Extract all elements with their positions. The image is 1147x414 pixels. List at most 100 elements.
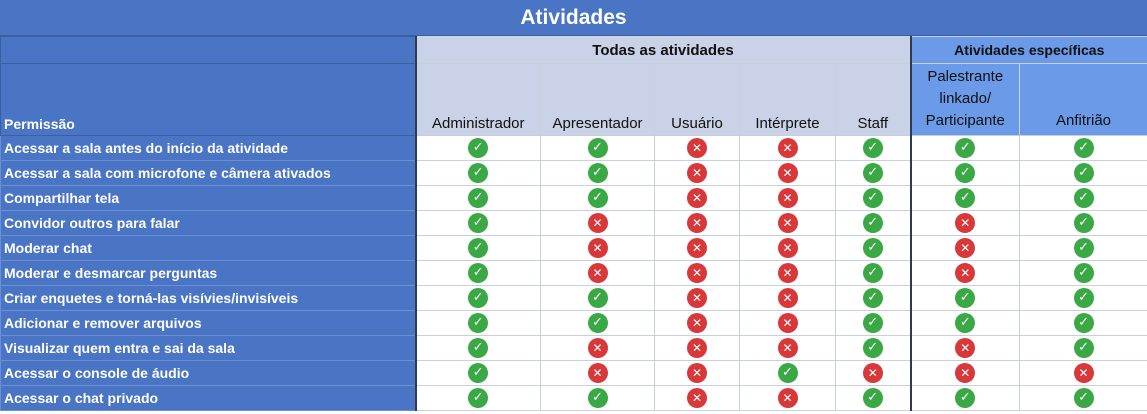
cell-palestrante: ✓ bbox=[909, 160, 1021, 186]
col-administrador: Administrador bbox=[414, 63, 541, 136]
x-circle-icon: ✕ bbox=[777, 138, 798, 158]
x-circle-icon: ✕ bbox=[777, 338, 798, 358]
cell-anfitriao: ✓ bbox=[1019, 285, 1147, 311]
cell-usuario: ✕ bbox=[654, 385, 740, 411]
col-staff: Staff bbox=[834, 63, 912, 136]
cell-staff: ✓ bbox=[834, 235, 912, 261]
x-circle-icon: ✕ bbox=[687, 288, 707, 308]
corner-cell bbox=[0, 36, 416, 64]
check-circle-icon: ✓ bbox=[862, 263, 883, 283]
cell-apresentador: ✓ bbox=[540, 385, 655, 411]
cell-anfitriao: ✓ bbox=[1019, 160, 1147, 186]
cell-usuario: ✕ bbox=[654, 285, 740, 311]
x-circle-icon: ✕ bbox=[777, 238, 798, 258]
cell-administrador: ✓ bbox=[414, 135, 541, 161]
cell-anfitriao: ✓ bbox=[1019, 260, 1147, 286]
table-row: Acessar o console de áudio ✓ ✕ ✕ ✓ ✕ ✕ ✕ bbox=[0, 360, 1147, 386]
cell-administrador: ✓ bbox=[414, 285, 541, 311]
cell-interprete: ✕ bbox=[739, 185, 836, 211]
check-circle-icon: ✓ bbox=[862, 338, 883, 358]
cell-palestrante: ✓ bbox=[909, 185, 1021, 211]
x-circle-icon: ✕ bbox=[687, 188, 707, 208]
group-atividades-especificas: Atividades específicas bbox=[909, 36, 1147, 64]
cell-usuario: ✕ bbox=[654, 135, 740, 161]
table-row: Moderar chat ✓ ✕ ✕ ✕ ✓ ✕ ✓ bbox=[0, 235, 1147, 261]
col-interprete: Intérprete bbox=[739, 63, 836, 136]
check-circle-icon: ✓ bbox=[955, 313, 976, 333]
cell-staff: ✓ bbox=[834, 310, 912, 336]
check-circle-icon: ✓ bbox=[1073, 213, 1094, 233]
cell-palestrante: ✓ bbox=[909, 385, 1021, 411]
cell-apresentador: ✕ bbox=[540, 235, 655, 261]
group-header-row: Todas as atividades Atividades específic… bbox=[0, 36, 1147, 64]
permission-label: Acessar a sala antes do início da ativid… bbox=[0, 135, 416, 161]
x-circle-icon: ✕ bbox=[955, 363, 976, 383]
check-circle-icon: ✓ bbox=[468, 163, 489, 183]
cell-administrador: ✓ bbox=[414, 310, 541, 336]
cell-staff: ✓ bbox=[834, 260, 912, 286]
x-circle-icon: ✕ bbox=[687, 163, 707, 183]
col-palestrante: Palestrante linkado/ Participante bbox=[909, 63, 1021, 136]
table-row: Acessar o chat privado ✓ ✓ ✕ ✕ ✓ ✓ ✓ bbox=[0, 385, 1147, 411]
permission-rows: Acessar a sala antes do início da ativid… bbox=[0, 135, 1147, 411]
check-circle-icon: ✓ bbox=[1073, 313, 1094, 333]
cell-apresentador: ✓ bbox=[540, 135, 655, 161]
cell-interprete: ✓ bbox=[739, 360, 836, 386]
x-circle-icon: ✕ bbox=[777, 263, 798, 283]
check-circle-icon: ✓ bbox=[1073, 163, 1094, 183]
x-circle-icon: ✕ bbox=[687, 363, 707, 383]
cell-palestrante: ✕ bbox=[909, 210, 1021, 236]
cell-staff: ✓ bbox=[834, 160, 912, 186]
cell-staff: ✓ bbox=[834, 285, 912, 311]
check-circle-icon: ✓ bbox=[862, 138, 883, 158]
cell-palestrante: ✕ bbox=[909, 260, 1021, 286]
table-row: Acessar a sala com microfone e câmera at… bbox=[0, 160, 1147, 186]
check-circle-icon: ✓ bbox=[955, 163, 976, 183]
x-circle-icon: ✕ bbox=[777, 188, 798, 208]
cell-administrador: ✓ bbox=[414, 210, 541, 236]
x-circle-icon: ✕ bbox=[687, 138, 707, 158]
check-circle-icon: ✓ bbox=[955, 288, 976, 308]
x-circle-icon: ✕ bbox=[777, 388, 798, 408]
cell-administrador: ✓ bbox=[414, 185, 541, 211]
cell-usuario: ✕ bbox=[654, 310, 740, 336]
check-circle-icon: ✓ bbox=[862, 288, 883, 308]
check-circle-icon: ✓ bbox=[587, 388, 608, 408]
x-circle-icon: ✕ bbox=[955, 213, 976, 233]
cell-interprete: ✕ bbox=[739, 235, 836, 261]
cell-apresentador: ✓ bbox=[540, 310, 655, 336]
check-circle-icon: ✓ bbox=[1073, 388, 1094, 408]
x-circle-icon: ✕ bbox=[862, 363, 883, 383]
check-circle-icon: ✓ bbox=[587, 313, 608, 333]
check-circle-icon: ✓ bbox=[1073, 138, 1094, 158]
check-circle-icon: ✓ bbox=[468, 338, 489, 358]
x-circle-icon: ✕ bbox=[955, 338, 976, 358]
cell-interprete: ✕ bbox=[739, 285, 836, 311]
cell-usuario: ✕ bbox=[654, 235, 740, 261]
cell-apresentador: ✕ bbox=[540, 260, 655, 286]
cell-anfitriao: ✓ bbox=[1019, 235, 1147, 261]
check-circle-icon: ✓ bbox=[862, 238, 883, 258]
cell-staff: ✕ bbox=[834, 360, 912, 386]
group-todas-atividades: Todas as atividades bbox=[414, 36, 912, 64]
permission-label: Moderar e desmarcar perguntas bbox=[0, 260, 416, 286]
check-circle-icon: ✓ bbox=[1073, 238, 1094, 258]
cell-interprete: ✕ bbox=[739, 135, 836, 161]
cell-apresentador: ✕ bbox=[540, 360, 655, 386]
check-circle-icon: ✓ bbox=[862, 313, 883, 333]
check-circle-icon: ✓ bbox=[468, 138, 489, 158]
x-circle-icon: ✕ bbox=[687, 263, 707, 283]
x-circle-icon: ✕ bbox=[777, 288, 798, 308]
cell-anfitriao: ✓ bbox=[1019, 185, 1147, 211]
cell-usuario: ✕ bbox=[654, 360, 740, 386]
col-usuario: Usuário bbox=[654, 63, 740, 136]
permissions-table: Todas as atividades Atividades específic… bbox=[0, 36, 1147, 411]
cell-palestrante: ✕ bbox=[909, 235, 1021, 261]
cell-interprete: ✕ bbox=[739, 385, 836, 411]
cell-interprete: ✕ bbox=[739, 310, 836, 336]
table-row: Moderar e desmarcar perguntas ✓ ✕ ✕ ✕ ✓ ✕ ✓ bbox=[0, 260, 1147, 286]
permission-label: Convidor outros para falar bbox=[0, 210, 416, 236]
cell-anfitriao: ✓ bbox=[1019, 135, 1147, 161]
cell-apresentador: ✓ bbox=[540, 160, 655, 186]
cell-administrador: ✓ bbox=[414, 360, 541, 386]
